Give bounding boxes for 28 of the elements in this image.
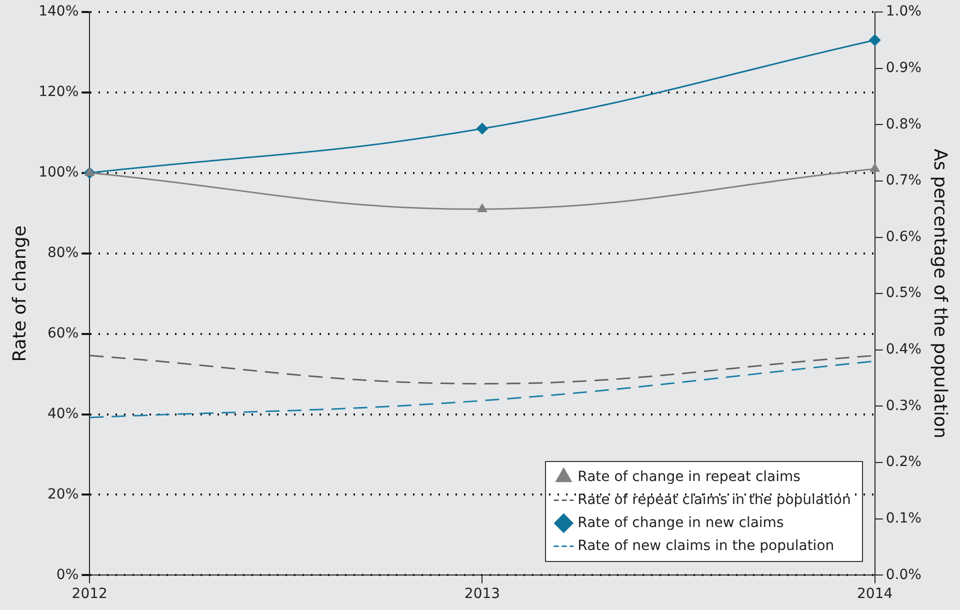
y-tick-label: 0% (56, 566, 79, 583)
y-tick-label: 120% (38, 84, 79, 100)
y2-tick-label: 0.3% (886, 398, 922, 414)
x-tick-label: 2012 (72, 586, 108, 602)
y2-tick-label: 0.7% (886, 172, 922, 189)
y2-tick-label: 0.9% (886, 60, 922, 76)
y2-tick-label: 0.5% (886, 285, 922, 302)
y-tick-label: 80% (48, 245, 79, 262)
y2-tick-label: 0.2% (886, 454, 922, 470)
y2-tick-label: 1.0% (886, 4, 922, 20)
x-tick-label: 2014 (857, 586, 893, 602)
x-tick-label: 2013 (464, 586, 500, 602)
y2-tick-label: 0.4% (886, 342, 922, 358)
legend-label: Rate of change in repeat claims (578, 468, 800, 485)
y2-tick-label: 0.1% (886, 510, 922, 527)
legend-label: Rate of change in new claims (578, 514, 784, 531)
y2-axis-title: As percentage of the population (930, 148, 951, 438)
y2-tick-label: 0.6% (886, 228, 922, 245)
y-tick-label: 20% (48, 486, 79, 502)
legend-label: Rate of new claims in the population (578, 538, 834, 554)
y-tick-label: 60% (48, 325, 79, 342)
y-axis-title: Rate of change (9, 225, 30, 362)
y2-tick-label: 0.8% (886, 116, 922, 132)
y-tick-label: 40% (48, 406, 79, 422)
y-tick-label: 140% (38, 4, 79, 20)
y-tick-label: 100% (38, 164, 79, 181)
y2-tick-label: 0.0% (886, 566, 922, 583)
legend-label: Rate of repeat claims in the population (578, 492, 851, 508)
